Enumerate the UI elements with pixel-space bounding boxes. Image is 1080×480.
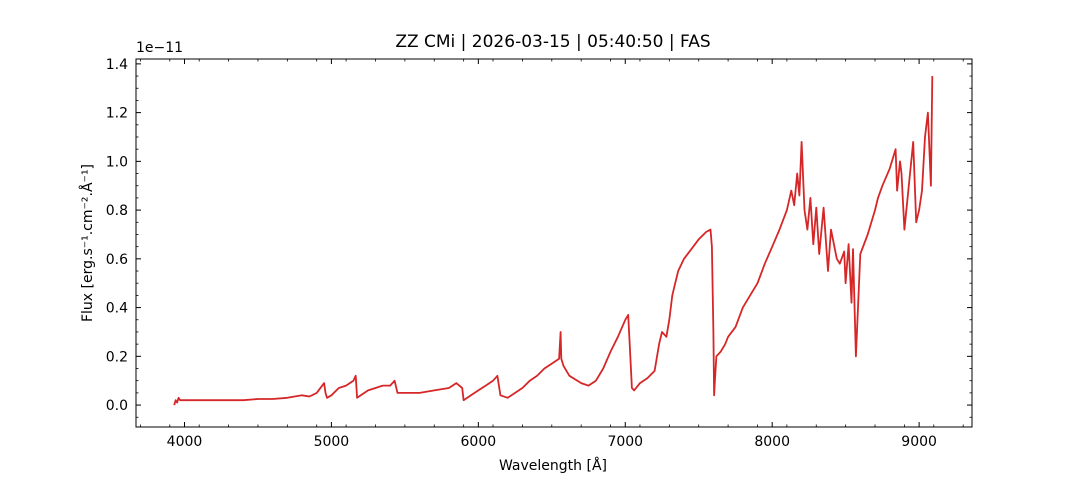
- y-multiplier-label: 1e−11: [136, 40, 183, 56]
- y-tick-label-1: 0.2: [106, 349, 128, 365]
- y-tick-label-7: 1.4: [106, 57, 128, 73]
- axes-frame: [135, 58, 973, 428]
- y-axis-label: Flux [erg.s⁻¹.cm⁻².Å⁻¹]: [79, 164, 96, 322]
- y-tick-label-6: 1.2: [106, 106, 128, 122]
- y-tick-label-0: 0.0: [106, 398, 128, 414]
- y-tick-label-3: 0.6: [106, 252, 128, 268]
- y-tick-label-2: 0.4: [106, 301, 128, 317]
- plot-area: [173, 76, 934, 406]
- x-tick-label-4: 8000: [754, 434, 790, 450]
- y-tick-label-4: 0.8: [106, 203, 128, 219]
- series-line-0: [173, 76, 934, 406]
- x-axis-label: Wavelength [Å]: [499, 457, 607, 474]
- chart-title: ZZ CMi | 2026-03-15 | 05:40:50 | FAS: [395, 32, 710, 52]
- x-tick-label-2: 6000: [461, 434, 497, 450]
- x-tick-label-0: 4000: [167, 434, 203, 450]
- x-tick-label-1: 5000: [314, 434, 350, 450]
- ticks: 4000 5000 6000 7000 8000 9000 0.0 0.2 0.4 0.6 0.8 1…: [106, 57, 972, 450]
- x-tick-label-3: 7000: [607, 434, 643, 450]
- x-tick-label-5: 9000: [901, 434, 937, 450]
- y-tick-label-5: 1.0: [106, 154, 128, 170]
